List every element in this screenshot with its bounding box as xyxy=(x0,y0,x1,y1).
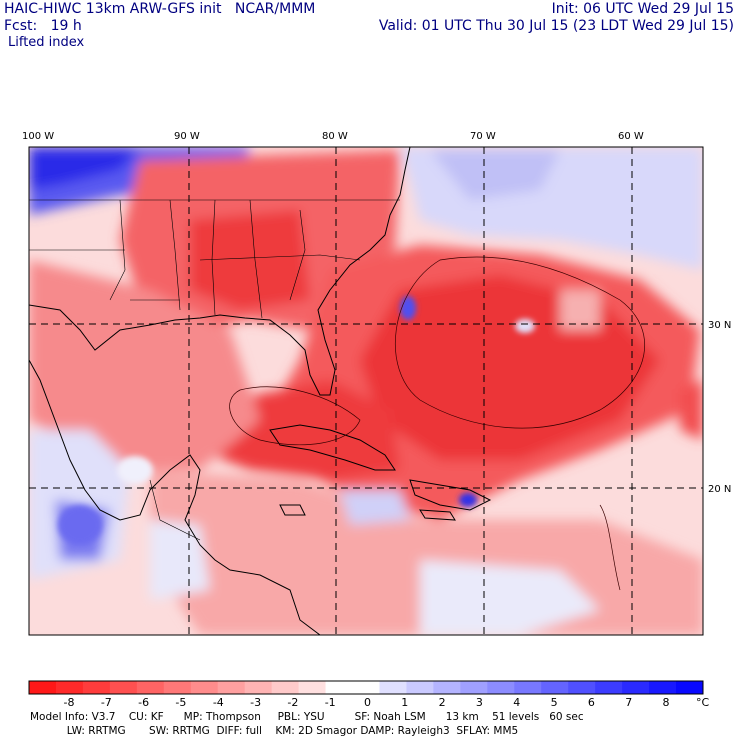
colorbar-labels: -8 -7 -6 -5 -4 -3 -2 -1 0 1 2 3 4 5 6 7 8 xyxy=(64,696,670,709)
colorbar-tick-label: 2 xyxy=(439,696,446,709)
lat-label-30n: 30 N xyxy=(708,320,731,331)
colorbar-swatch xyxy=(460,681,488,694)
colorbar-tick-label: 8 xyxy=(663,696,670,709)
colorbar-tick-label: -3 xyxy=(250,696,261,709)
colorbar-swatch xyxy=(163,681,192,694)
colorbar-swatch xyxy=(136,681,165,694)
lon-label-100w: 100 W xyxy=(22,131,54,142)
map-frame xyxy=(28,146,704,636)
lifted-index-field xyxy=(29,147,703,635)
colorbar-swatch xyxy=(514,681,542,694)
coastlines xyxy=(29,147,492,635)
model-title: HAIC-HIWC 13km ARW-GFS init NCAR/MMM xyxy=(4,1,316,17)
colorbar-swatch xyxy=(595,681,623,694)
colorbar-tick-label: -8 xyxy=(64,696,75,709)
field-name: Lifted index xyxy=(8,35,85,50)
political-borders xyxy=(29,199,400,541)
colorbar-tick-label: -5 xyxy=(175,696,186,709)
colorbar-swatch xyxy=(676,681,704,694)
colorbar-tick-label: -2 xyxy=(287,696,298,709)
colorbar-swatch xyxy=(568,681,596,694)
colorbar-swatch xyxy=(55,681,84,694)
colorbar-swatch xyxy=(271,681,300,694)
colorbar-frame xyxy=(28,680,704,695)
colorbar-swatch xyxy=(379,681,407,694)
lon-label-80w: 80 W xyxy=(322,131,348,142)
colorbar-swatch xyxy=(298,681,327,694)
colorbar-swatch xyxy=(622,681,650,694)
init-time: Init: 06 UTC Wed 29 Jul 15 xyxy=(551,1,734,17)
colorbar-tick-label: 3 xyxy=(476,696,483,709)
colorbar-tick-label: 7 xyxy=(625,696,632,709)
colorbar-tick-label: -6 xyxy=(138,696,149,709)
colorbar-tick-label: 5 xyxy=(551,696,558,709)
colorbar-swatch xyxy=(190,681,219,694)
contours xyxy=(229,256,645,591)
colorbar-tick-label: -4 xyxy=(213,696,224,709)
colorbar-swatch xyxy=(487,681,515,694)
colorbar-swatch xyxy=(433,681,461,694)
colorbar-swatch xyxy=(109,681,138,694)
forecast-hour: Fcst: 19 h xyxy=(4,18,82,34)
colorbar-swatch xyxy=(541,681,569,694)
colorbar-swatch xyxy=(649,681,677,694)
colorbar-swatch xyxy=(217,681,246,694)
colorbar-swatch xyxy=(352,681,380,694)
footer-physics-info: LW: RRTMG SW: RRTMG DIFF: full KM: 2D Sm… xyxy=(30,725,519,737)
colorbar-tick-label: 0 xyxy=(364,696,371,709)
colorbar-swatch xyxy=(82,681,111,694)
lon-label-90w: 90 W xyxy=(174,131,200,142)
lat-lon-grid xyxy=(29,147,703,635)
colorbar-tick-label: -7 xyxy=(101,696,112,709)
valid-time: Valid: 01 UTC Thu 30 Jul 15 (23 LDT Wed … xyxy=(378,18,734,34)
lon-label-70w: 70 W xyxy=(470,131,496,142)
colorbar-swatch xyxy=(406,681,434,694)
colorbar-tick-label: 1 xyxy=(401,696,408,709)
colorbar-swatch xyxy=(325,681,354,694)
colorbar-swatch xyxy=(244,681,273,694)
colorbar xyxy=(28,680,704,695)
colorbar-tick-label: 4 xyxy=(513,696,520,709)
footer-model-info: Model Info: V3.7 CU: KF MP: Thompson PBL… xyxy=(30,711,584,723)
colorbar-tick-label: -1 xyxy=(325,696,336,709)
colorbar-swatch xyxy=(29,681,57,694)
lon-label-60w: 60 W xyxy=(618,131,644,142)
colorbar-tick-label: 6 xyxy=(588,696,595,709)
lat-label-20n: 20 N xyxy=(708,484,731,495)
colorbar-unit: °C xyxy=(696,696,710,709)
